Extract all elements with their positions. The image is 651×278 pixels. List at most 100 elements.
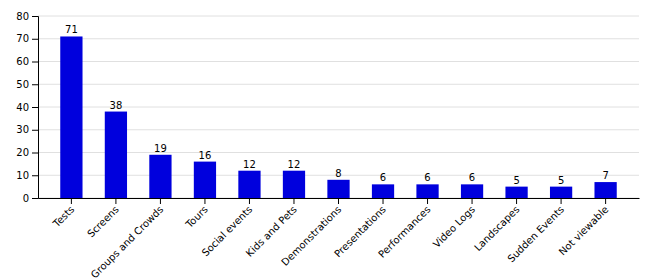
grid-line <box>38 61 639 62</box>
data-label: 38 <box>110 100 123 111</box>
x-tick-mark <box>561 198 562 204</box>
grid-line <box>38 107 639 108</box>
data-label: 5 <box>558 175 564 186</box>
x-tick-label: Demonstrations <box>279 204 343 268</box>
y-tick-label: 60 <box>16 56 29 67</box>
data-label: 19 <box>154 143 167 154</box>
bar <box>550 187 572 198</box>
bar <box>594 182 616 198</box>
x-tick-label: Groups and Crowds <box>89 204 166 278</box>
bar <box>105 112 127 198</box>
y-tick-label: 50 <box>16 79 29 90</box>
x-tick-label: Landscapes <box>472 204 521 253</box>
x-tick-mark <box>204 198 205 204</box>
y-tick: 10 <box>16 170 38 181</box>
y-tick-mark <box>32 16 38 17</box>
data-label: 6 <box>424 172 430 183</box>
x-tick-label: Not viewable <box>557 204 611 258</box>
x-tick: Groups and Crowds <box>89 198 166 278</box>
x-tick-mark <box>71 198 72 204</box>
grid <box>38 16 639 198</box>
x-tick-label: Tours <box>183 204 210 231</box>
data-label: 6 <box>469 172 475 183</box>
y-axis-line <box>32 17 39 199</box>
x-tick: Sudden Events <box>505 198 566 264</box>
data-label: 71 <box>65 24 78 35</box>
data-label: 12 <box>243 159 256 170</box>
y-tick-mark <box>32 107 38 108</box>
y-tick: 0 <box>23 193 38 204</box>
y-tick-label: 30 <box>16 124 29 135</box>
x-tick: Landscapes <box>472 198 521 253</box>
data-label: 8 <box>335 168 341 179</box>
y-tick: 50 <box>16 79 38 90</box>
grid-line <box>38 16 639 17</box>
data-labels: 71 38 19 16 12 12 8 6 6 6 5 5 7 <box>65 24 609 185</box>
x-tick: Not viewable <box>557 198 611 257</box>
y-tick-mark <box>32 84 38 85</box>
x-tick-label: Performances <box>376 204 432 260</box>
x-tick-mark <box>338 198 339 204</box>
x-tick: Screens <box>85 198 121 239</box>
x-tick-label: Video Logs <box>431 204 477 250</box>
y-tick: 20 <box>16 147 38 158</box>
y-tick: 80 <box>16 11 38 22</box>
x-tick-mark <box>115 198 116 204</box>
plot: 0 10 20 30 40 50 60 70 80 Tests ScreensGroups and … <box>16 11 639 278</box>
grid-line <box>38 84 639 85</box>
y-tick-mark <box>32 153 38 154</box>
y-tick: 60 <box>16 56 38 67</box>
y-axis: 0 10 20 30 40 50 60 70 80 <box>16 11 38 204</box>
bar <box>327 180 349 198</box>
x-tick: Demonstrations <box>279 198 343 268</box>
y-tick-mark <box>32 39 38 40</box>
x-tick-mark <box>472 198 473 204</box>
bar <box>149 155 171 198</box>
y-tick-label: 20 <box>16 147 29 158</box>
chart: 0 10 20 30 40 50 60 70 80 Tests ScreensGroups and … <box>0 0 651 278</box>
y-tick-mark <box>32 175 38 176</box>
bar <box>505 187 527 198</box>
data-label: 7 <box>602 170 608 181</box>
y-tick-label: 10 <box>16 170 29 181</box>
y-tick-label: 80 <box>16 11 29 22</box>
x-tick-mark <box>160 198 161 204</box>
y-tick: 70 <box>16 33 38 44</box>
y-tick-mark <box>32 130 38 131</box>
data-label: 16 <box>199 150 212 161</box>
bar <box>283 171 305 198</box>
x-axis: TestsScreensGroups and CrowdsToursSocial… <box>39 198 640 278</box>
y-tick: 30 <box>16 124 38 135</box>
x-tick: Video Logs <box>431 198 477 250</box>
grid-line <box>38 152 639 153</box>
bar <box>238 171 260 198</box>
bar <box>372 184 394 198</box>
x-tick-mark <box>249 198 250 204</box>
y-tick-label: 40 <box>16 102 29 113</box>
x-tick-label: Screens <box>85 204 121 240</box>
bar <box>194 162 216 198</box>
x-tick-mark <box>605 198 606 204</box>
x-tick-label: Sudden Events <box>505 204 566 265</box>
x-tick: Tours <box>183 198 210 231</box>
x-tick-label: Tests <box>50 204 76 230</box>
bar <box>461 184 483 198</box>
data-label: 6 <box>380 172 386 183</box>
y-tick-label: 0 <box>23 193 29 204</box>
y-tick-mark <box>32 198 38 199</box>
bars <box>60 36 616 198</box>
y-tick-label: 70 <box>16 33 29 44</box>
y-tick: 40 <box>16 102 38 113</box>
grid-line <box>38 129 639 130</box>
x-tick: Performances <box>376 198 432 260</box>
x-tick-mark <box>293 198 294 204</box>
bar <box>416 184 438 198</box>
x-tick-mark <box>383 198 384 204</box>
grid-line <box>38 38 639 39</box>
x-tick-mark <box>516 198 517 204</box>
data-label: 5 <box>513 175 519 186</box>
x-tick-mark <box>427 198 428 204</box>
x-tick: Tests <box>50 198 76 230</box>
data-label: 12 <box>288 159 301 170</box>
bar <box>60 36 82 198</box>
